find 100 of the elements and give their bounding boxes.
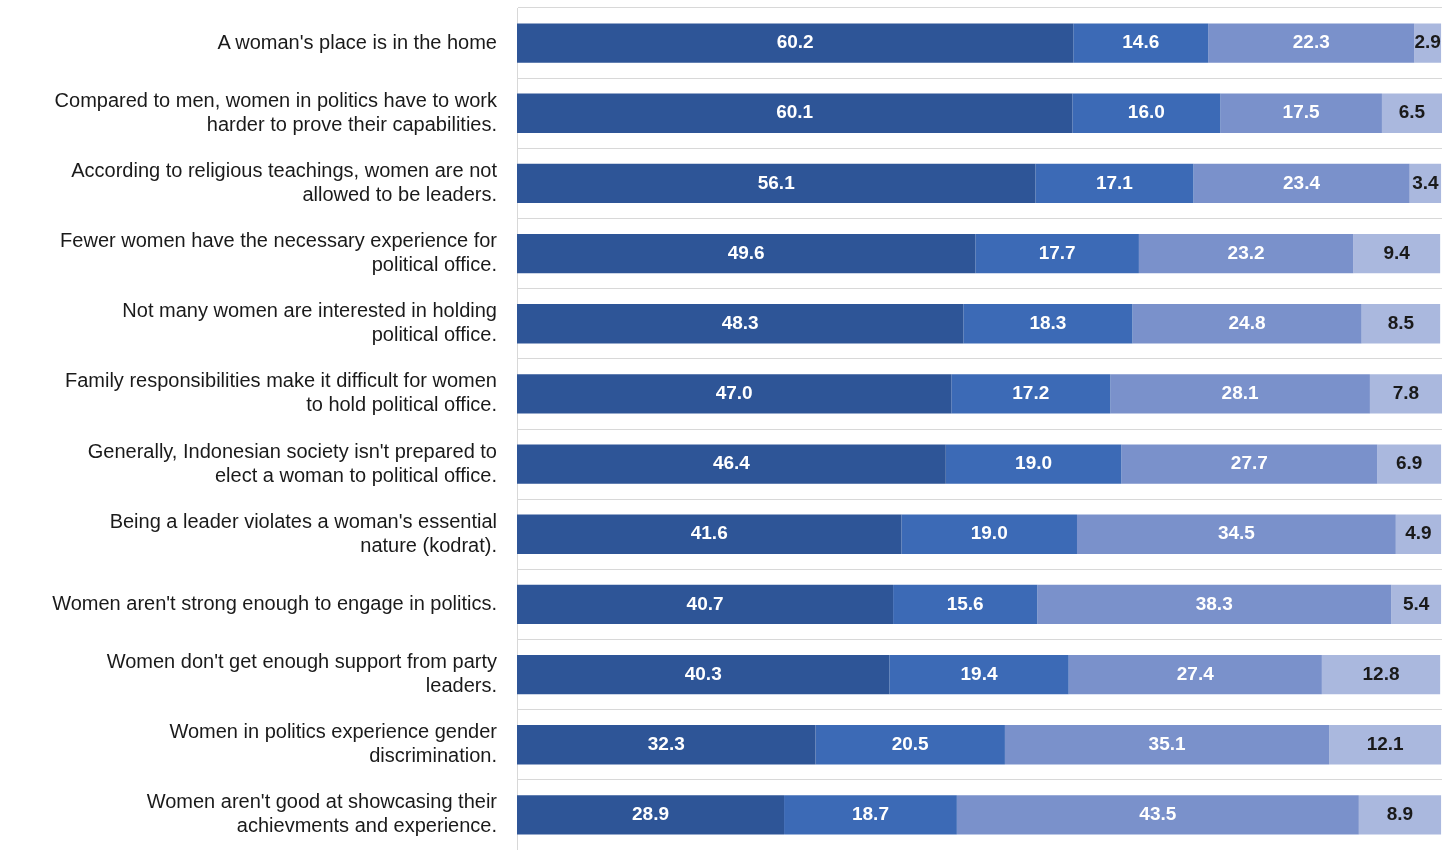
data-label: 6.9: [1395, 452, 1423, 474]
bar: [1220, 93, 1382, 133]
y-tick-label: Being a leader violates a woman's essential nature (kodrat).: [109, 509, 497, 556]
y-tick-label: According to religious teachings, women are not allowed to be leaders.: [71, 158, 498, 205]
bar: [1358, 795, 1442, 835]
data-label: 8.5: [1387, 311, 1415, 333]
bar: [1132, 304, 1362, 344]
data-label: 12.8: [1362, 662, 1400, 684]
bar: [1121, 444, 1378, 484]
bar: [1391, 584, 1442, 625]
bar: [956, 795, 1359, 835]
bar: [517, 163, 1036, 204]
y-tick-label: Family responsibilities make it difficult for women to hold political office.: [64, 369, 497, 416]
bar: [1369, 374, 1442, 414]
y-tick-label: Women in politics experience gender discrimination.: [169, 720, 498, 767]
bar: [1068, 654, 1322, 695]
data-label: 32.3: [647, 732, 685, 754]
data-label: 14.6: [1122, 31, 1160, 53]
bar: [1138, 233, 1354, 274]
data-label: 3.4: [1412, 171, 1439, 193]
bar: [1073, 23, 1209, 63]
data-label: 17.2: [1012, 382, 1050, 404]
y-tick-label: Generally, Indonesian society isn't prepared to elect a woman to political office.: [87, 439, 497, 486]
y-tick-label: Women aren't strong enough to engage in politics.: [52, 591, 497, 614]
data-label: 40.7: [686, 592, 724, 614]
bar: [1072, 93, 1221, 133]
bar: [1004, 725, 1330, 765]
bar: [945, 444, 1122, 484]
data-label: 12.1: [1366, 732, 1405, 754]
bar: [517, 514, 902, 554]
bar: [1037, 584, 1392, 625]
data-label: 60.2: [776, 31, 814, 53]
data-label: 56.1: [757, 171, 796, 193]
bar: [1208, 23, 1415, 63]
data-label: 49.6: [727, 241, 765, 263]
bar: [517, 23, 1074, 63]
bar: [517, 444, 946, 484]
y-tick-label: Women don't get enough support from party leaders.: [106, 650, 497, 697]
bar: [975, 233, 1139, 274]
data-label: 60.1: [776, 101, 814, 123]
data-label: 19.0: [970, 522, 1008, 544]
data-label: 24.8: [1228, 311, 1266, 333]
bar: [1076, 514, 1396, 554]
bar: [1381, 93, 1442, 133]
bar: [517, 584, 894, 625]
bar: [1377, 444, 1442, 484]
y-tick-label: Not many women are interested in holding political office.: [122, 299, 497, 346]
bar: [1353, 233, 1441, 274]
data-label: 6.5: [1398, 101, 1426, 123]
data-label: 4.9: [1405, 522, 1432, 544]
data-label: 16.0: [1127, 101, 1165, 123]
bar: [517, 795, 785, 835]
bar: [517, 233, 976, 274]
data-label: 7.8: [1392, 382, 1420, 404]
y-tick-label: A woman's place is in the home: [217, 30, 497, 53]
bar: [901, 514, 1077, 554]
data-label: 5.4: [1402, 592, 1430, 614]
data-label: 9.4: [1383, 241, 1411, 263]
bar: [1329, 725, 1442, 765]
data-label: 23.4: [1283, 171, 1321, 193]
data-label: 18.7: [851, 803, 889, 825]
data-label: 23.2: [1227, 241, 1265, 263]
data-label: 28.1: [1221, 382, 1260, 404]
data-label: 17.5: [1282, 101, 1320, 123]
data-label: 34.5: [1217, 522, 1256, 544]
data-label: 48.3: [721, 311, 759, 333]
bar: [951, 374, 1111, 414]
bar: [1110, 374, 1370, 414]
bar: [815, 725, 1005, 765]
bar: [517, 374, 952, 414]
bar: [517, 304, 964, 344]
data-label: 8.9: [1386, 803, 1414, 825]
bar: [517, 654, 890, 695]
bar: [1321, 654, 1441, 695]
data-label: 27.4: [1176, 662, 1215, 684]
data-label: 35.1: [1148, 732, 1187, 754]
bar: [517, 93, 1073, 133]
data-label: 43.5: [1139, 803, 1177, 825]
bar: [1361, 304, 1441, 344]
bar: [963, 304, 1133, 344]
y-tick-label: Fewer women have the necessary experience for political office.: [60, 229, 498, 276]
bar: [1035, 163, 1194, 204]
data-label: 28.9: [632, 803, 670, 825]
bar: [1193, 163, 1410, 204]
y-tick-label: Women aren't good at showcasing their achievments and experience.: [146, 790, 498, 837]
data-label: 18.3: [1029, 311, 1067, 333]
data-label: 17.1: [1095, 171, 1134, 193]
bar: [893, 584, 1038, 625]
data-label: 46.4: [712, 452, 751, 474]
bar: [889, 654, 1069, 695]
data-label: 38.3: [1195, 592, 1233, 614]
data-label: 15.6: [946, 592, 984, 614]
data-label: 19.4: [960, 662, 998, 684]
data-label: 41.6: [690, 522, 728, 544]
data-label: 40.3: [684, 662, 722, 684]
data-label: 19.0: [1015, 452, 1053, 474]
data-label: 20.5: [891, 732, 930, 754]
data-label: 47.0: [715, 382, 753, 404]
y-tick-label: Compared to men, women in politics have to work harder to prove their capabilities.: [54, 88, 498, 135]
bar: [784, 795, 957, 835]
